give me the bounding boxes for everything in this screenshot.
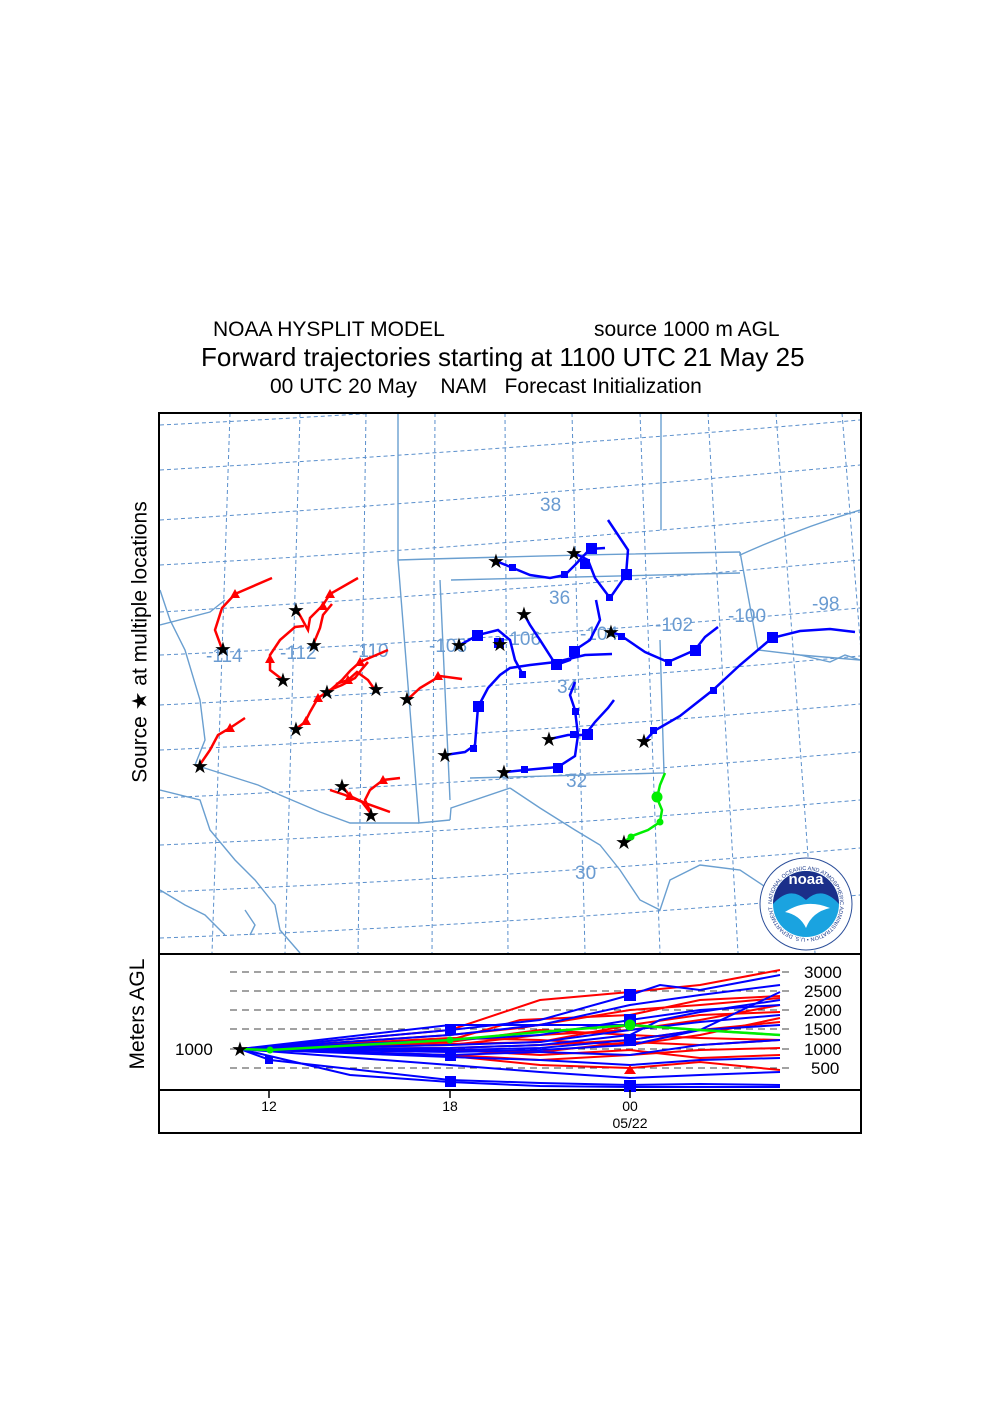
level-500: 500 [811, 1059, 839, 1078]
blue-markers [470, 543, 778, 773]
svg-text:NATIONAL OCEANIC AND ATMOSPHER: NATIONAL OCEANIC AND ATMOSPHERIC ADMINIS… [160, 413, 844, 942]
svg-text:★: ★ [436, 745, 454, 767]
lat-label-32: 32 [566, 771, 587, 792]
subtitle: 00 UTC 20 May NAM Forecast Initializatio… [270, 375, 702, 398]
svg-text:★: ★ [214, 639, 232, 661]
time-tick-00: 00 [622, 1098, 638, 1114]
svg-text:★: ★ [367, 679, 385, 701]
svg-text:★: ★ [305, 635, 323, 657]
level-1000: 1000 [804, 1040, 842, 1059]
main-title: Forward trajectories starting at 1100 UT… [201, 342, 805, 372]
svg-text:★: ★ [602, 622, 620, 644]
date-label: 05/22 [612, 1115, 647, 1131]
level-2000: 2000 [804, 1001, 842, 1020]
level-3000: 3000 [804, 963, 842, 982]
map-frame [158, 412, 862, 955]
svg-text:★: ★ [635, 731, 653, 753]
map-axis-labels: 38 36 34 32 30 -114 -112 -110 -108 -106 … [206, 495, 839, 884]
svg-text:★: ★ [191, 756, 209, 778]
svg-text:★: ★ [495, 762, 513, 784]
state-borders [160, 413, 860, 953]
level-2500: 2500 [804, 982, 842, 1001]
svg-text:★: ★ [287, 600, 305, 622]
svg-text:★: ★ [318, 682, 336, 704]
map-panel: 38 36 34 32 30 -114 -112 -110 -108 -106 … [160, 413, 860, 953]
height-markers: ★ [231, 989, 636, 1092]
lon-label-112: -112 [280, 643, 317, 664]
height-panel: 3000 2500 2000 1500 1000 500 1000 [158, 953, 862, 1134]
svg-text:★: ★ [274, 670, 292, 692]
logo-text: noaa [788, 871, 824, 888]
svg-text:★: ★ [231, 1039, 249, 1061]
lat-label-34: 34 [557, 677, 579, 698]
lon-label-102: -102 [655, 615, 693, 636]
source-height-label: source 1000 m AGL [594, 318, 780, 341]
source-star-markers: ★★★ ★★ ★ ★★★ ★★★ ★★★ ★★★ ★★ ★ ★ [191, 543, 653, 854]
lon-label-110: -110 [352, 641, 389, 662]
lon-label-106: -106 [503, 629, 541, 650]
svg-text:★: ★ [450, 635, 468, 657]
lon-label-108: -108 [429, 636, 467, 657]
svg-text:★: ★ [333, 776, 351, 798]
red-markers [225, 589, 443, 800]
level-1500: 1500 [804, 1020, 842, 1039]
svg-text:★: ★ [515, 604, 533, 626]
lat-label-38: 38 [540, 495, 561, 516]
svg-text:★: ★ [487, 551, 505, 573]
green-trajectory [623, 772, 667, 843]
lon-label-98: -98 [812, 594, 839, 615]
svg-text:★: ★ [491, 634, 509, 656]
model-name: NOAA HYSPLIT MODEL [213, 318, 445, 341]
lon-label-114: -114 [206, 646, 243, 667]
svg-text:★: ★ [398, 689, 416, 711]
lat-label-30: 30 [575, 863, 596, 884]
svg-text:★: ★ [565, 543, 583, 565]
time-tick-18: 18 [442, 1098, 458, 1114]
red-trajectories [197, 576, 463, 816]
logo-ring-text: NATIONAL OCEANIC AND ATMOSPHERIC ADMINIS… [160, 413, 844, 942]
svg-text:★: ★ [615, 832, 633, 854]
svg-text:★: ★ [362, 805, 380, 827]
svg-text:★: ★ [287, 719, 305, 741]
lon-label-100: -100 [728, 606, 766, 627]
time-axis: 12 18 00 05/22 [261, 1090, 648, 1131]
noaa-logo: NATIONAL OCEANIC AND ATMOSPHERIC ADMINIS… [160, 413, 853, 951]
svg-text:★: ★ [540, 729, 558, 751]
source-level-label: 1000 [175, 1040, 213, 1059]
lat-label-36: 36 [549, 588, 570, 609]
time-tick-12: 12 [261, 1098, 277, 1114]
